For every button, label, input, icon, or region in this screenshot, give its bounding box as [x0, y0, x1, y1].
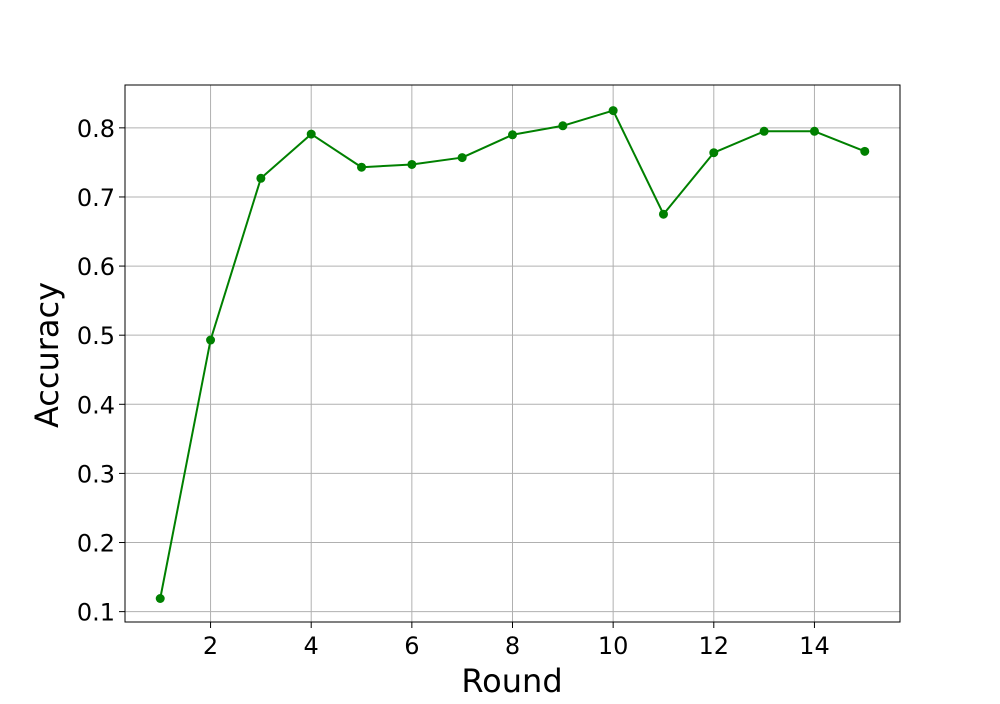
- x-tick-label: 2: [203, 632, 218, 660]
- x-tick-label: 8: [505, 632, 520, 660]
- y-tick-label: 0.6: [77, 253, 115, 281]
- y-axis-ticks: 0.1 0.2 0.3 0.4 0.5 0.6 0.7 0.8: [77, 115, 125, 627]
- data-point: [357, 162, 367, 172]
- y-tick-label: 0.8: [77, 115, 115, 143]
- data-point: [809, 126, 819, 136]
- x-tick-label: 4: [304, 632, 319, 660]
- x-axis-label: Round: [461, 662, 562, 700]
- data-point: [206, 335, 216, 345]
- y-axis-label: Accuracy: [28, 282, 66, 428]
- x-tick-label: 10: [598, 632, 629, 660]
- data-point: [306, 129, 316, 139]
- x-tick-label: 12: [699, 632, 730, 660]
- y-tick-label: 0.5: [77, 322, 115, 350]
- y-tick-label: 0.2: [77, 530, 115, 558]
- data-point: [860, 146, 870, 156]
- data-point: [709, 148, 719, 158]
- data-point: [508, 130, 517, 140]
- x-tick-label: 14: [799, 632, 830, 660]
- grid: [125, 85, 900, 622]
- data-point: [256, 173, 266, 183]
- x-axis-ticks: 2 4 6 8 10 12 14: [203, 622, 830, 660]
- data-point: [608, 106, 618, 116]
- series-layer: [155, 106, 870, 604]
- x-tick-label: 6: [404, 632, 419, 660]
- data-point: [155, 594, 165, 604]
- data-point: [457, 153, 467, 163]
- data-point: [407, 159, 417, 169]
- y-tick-label: 0.1: [77, 599, 115, 627]
- y-tick-label: 0.3: [77, 460, 115, 488]
- data-point: [658, 209, 668, 219]
- y-tick-label: 0.4: [77, 391, 115, 419]
- y-tick-label: 0.7: [77, 184, 115, 212]
- data-point: [759, 126, 769, 136]
- data-point: [558, 121, 568, 131]
